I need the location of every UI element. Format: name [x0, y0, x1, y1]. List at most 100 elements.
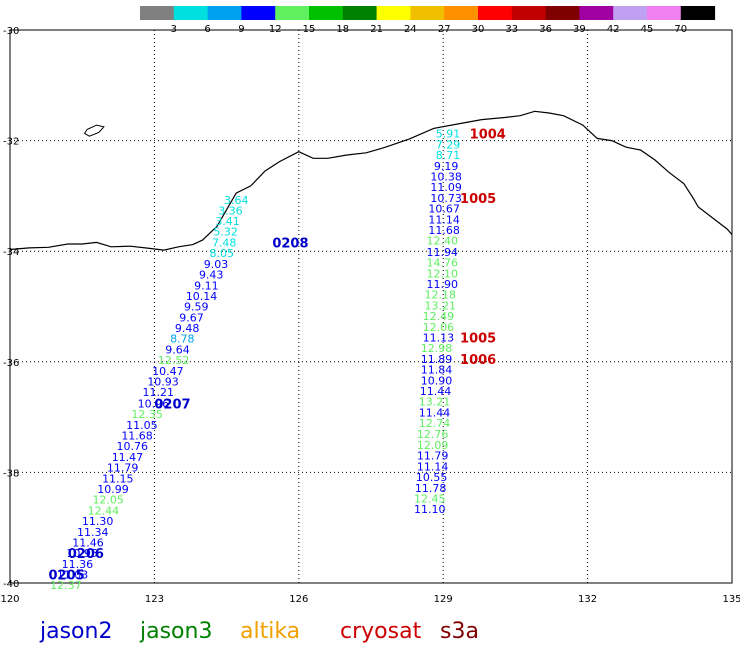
swh-value-label: 11.46 — [72, 537, 104, 550]
swh-value-label: 14.76 — [426, 256, 458, 269]
color-swatch — [478, 6, 513, 20]
y-tick-label: -30 — [3, 26, 19, 37]
swh-value-label: 3.41 — [215, 215, 240, 228]
color-swatch — [309, 6, 344, 20]
swh-value-label: 11.68 — [121, 429, 153, 442]
swh-value-label: 12.37 — [50, 579, 82, 592]
x-tick-label: 132 — [578, 594, 597, 605]
swh-value-label: 9.59 — [184, 301, 209, 314]
pass-labels: 0208 0207 0206 0205 1004 1005 1005 1006 — [49, 127, 506, 583]
swh-value-label: 12.76 — [417, 428, 449, 441]
swh-value-label: 11.34 — [77, 526, 109, 539]
swh-value-label: 9.03 — [204, 258, 229, 271]
swh-value-label: 9.11 — [194, 279, 219, 292]
swh-value-label: 5.91 — [436, 127, 461, 140]
swh-value-label: 12.98 — [421, 342, 453, 355]
pass-number-label: 1006 — [460, 353, 496, 368]
y-tick-label: -40 — [3, 579, 19, 590]
swh-value-label: 10.76 — [117, 440, 149, 453]
swh-value-label: 12.40 — [426, 235, 458, 248]
color-swatch — [680, 6, 716, 20]
pass-number-label: 0206 — [68, 547, 104, 562]
swh-value-label: 8.05 — [210, 247, 235, 260]
color-swatch — [613, 6, 648, 20]
satellite-tracks: 3.643.363.415.327.488.059.039.439.1110.1… — [50, 127, 462, 592]
legend-jason3: jason3 — [139, 619, 212, 644]
swh-value-label: 11.14 — [428, 214, 460, 227]
pass-number-label: 1004 — [470, 127, 506, 142]
swh-value-label: 11.79 — [107, 461, 139, 474]
swh-value-label: 11.78 — [415, 482, 447, 495]
swh-value-label: 11.47 — [112, 451, 144, 464]
swh-value-label: 11.13 — [423, 331, 455, 344]
swh-value-label: 9.48 — [175, 322, 200, 335]
swh-value-label: 11.09 — [430, 181, 462, 194]
color-swatch — [410, 6, 445, 20]
swh-value-label: 10.99 — [97, 483, 129, 496]
swh-value-label: 7.48 — [212, 236, 237, 249]
swh-value-label: 10.67 — [428, 203, 460, 216]
color-swatch — [444, 6, 479, 20]
island-outline — [83, 124, 105, 137]
color-swatch — [241, 6, 276, 20]
coastline-path — [9, 110, 733, 251]
swh-value-label: 11.30 — [82, 515, 114, 528]
swh-value-label: 12.09 — [417, 439, 449, 452]
swh-value-label: 9.19 — [434, 160, 459, 173]
color-swatch — [579, 6, 614, 20]
swh-value-label: 9.64 — [165, 344, 190, 357]
swh-value-label: 9.67 — [179, 312, 204, 325]
x-tick-label: 135 — [722, 594, 740, 605]
color-swatch — [173, 6, 209, 20]
swh-value-label: 11.44 — [419, 407, 451, 420]
legend-s3a: s3a — [440, 619, 479, 644]
map-frame — [9, 29, 733, 584]
swh-value-label: 12.49 — [423, 310, 455, 323]
swh-value-label: 11.03 — [57, 569, 89, 582]
swh-value-label: 11.14 — [417, 460, 449, 473]
swh-value-label: 10.73 — [430, 192, 462, 205]
swh-value-label: 10.55 — [416, 471, 448, 484]
swh-value-label: 10.95 — [66, 547, 98, 560]
pass-number-label: 1005 — [460, 331, 496, 346]
color-swatch — [376, 6, 411, 20]
x-tick-label: 129 — [434, 594, 453, 605]
color-swatch — [545, 6, 580, 20]
legend-jason2: jason2 — [39, 619, 112, 644]
swh-value-label: 12.74 — [419, 417, 451, 430]
swh-value-label: 10.90 — [421, 375, 453, 388]
legend-cryosat: cryosat — [340, 619, 422, 644]
swh-value-label: 11.84 — [421, 364, 453, 377]
swh-value-label: 10.93 — [147, 376, 179, 389]
swh-value-label: 9.43 — [199, 268, 224, 281]
swh-value-label: 8.71 — [436, 149, 461, 162]
pass-number-label: 1005 — [460, 192, 496, 207]
swh-value-label: 12.44 — [88, 505, 120, 518]
x-tick-label: 123 — [145, 594, 164, 605]
y-tick-label: -38 — [3, 468, 19, 479]
pass-number-label: 0207 — [154, 397, 190, 412]
swh-value-label: 12.05 — [92, 493, 124, 506]
lat-lon-grid — [10, 30, 732, 583]
swh-value-label: 11.89 — [421, 353, 453, 366]
swh-value-label: 5.32 — [213, 225, 238, 238]
swh-value-label: 11.44 — [420, 385, 452, 398]
coastline — [9, 110, 733, 251]
pass-number-label: 0205 — [49, 569, 85, 584]
swh-value-label: 11.10 — [414, 503, 446, 516]
color-swatch — [207, 6, 242, 20]
color-swatch — [342, 6, 378, 20]
swh-value-label: 13.21 — [425, 299, 457, 312]
swh-value-label: 11.79 — [417, 449, 449, 462]
color-swatch — [275, 6, 310, 20]
swh-value-label: 10.96 — [138, 397, 170, 410]
swh-value-label: 10.38 — [430, 171, 462, 184]
color-swatch — [647, 6, 682, 20]
swh-value-label: 11.15 — [102, 472, 134, 485]
swh-value-label: 11.68 — [428, 224, 460, 237]
swh-value-label: 12.45 — [414, 492, 446, 505]
pass-number-label: 0208 — [272, 236, 308, 251]
swh-value-label: 12.06 — [423, 321, 455, 334]
swh-value-label: 10.47 — [152, 365, 184, 378]
